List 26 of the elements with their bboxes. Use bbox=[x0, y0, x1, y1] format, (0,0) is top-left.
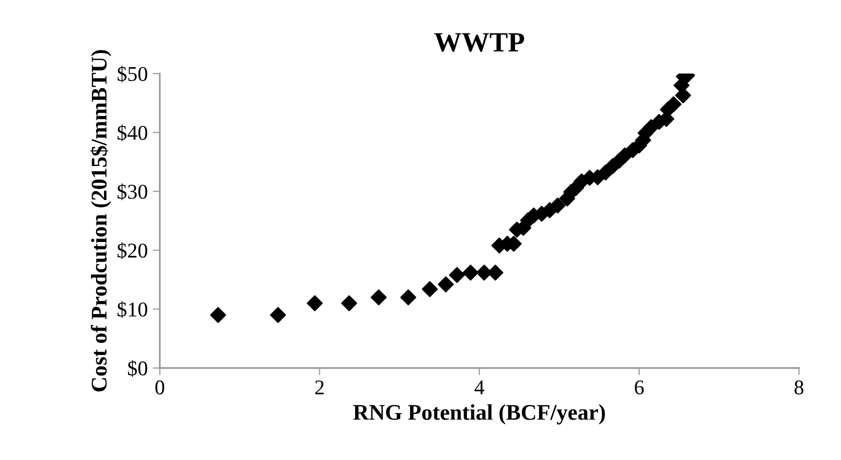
point bbox=[422, 281, 438, 298]
x-tick-label: 8 bbox=[794, 380, 804, 394]
y-tick-label: $40 bbox=[118, 124, 148, 142]
y-tick-label: $30 bbox=[118, 184, 148, 200]
point bbox=[341, 295, 358, 312]
x-tick-label: 4 bbox=[474, 380, 484, 394]
chart-title: WWTP bbox=[434, 33, 524, 52]
point bbox=[449, 266, 465, 283]
x-tick-label: 0 bbox=[155, 380, 164, 394]
point bbox=[400, 289, 416, 306]
y-tick-label: $50 bbox=[118, 66, 148, 82]
point bbox=[462, 264, 479, 281]
x-tick-label: 6 bbox=[634, 380, 644, 394]
y-tick-label: $10 bbox=[118, 301, 148, 318]
point bbox=[306, 295, 323, 312]
point bbox=[370, 289, 387, 306]
point bbox=[438, 276, 454, 292]
y-tick-label: $20 bbox=[118, 242, 148, 260]
point bbox=[270, 307, 286, 323]
x-axis-title: RNG Potential (BCF/year) bbox=[353, 404, 605, 424]
point bbox=[210, 307, 226, 323]
x-tick-label: 2 bbox=[315, 380, 324, 394]
point bbox=[666, 96, 682, 112]
y-axis-title: Cost of Prodcution (2015$/mmBTU) bbox=[90, 50, 112, 392]
point bbox=[550, 198, 566, 214]
y-tick-label: $0 bbox=[128, 360, 148, 377]
